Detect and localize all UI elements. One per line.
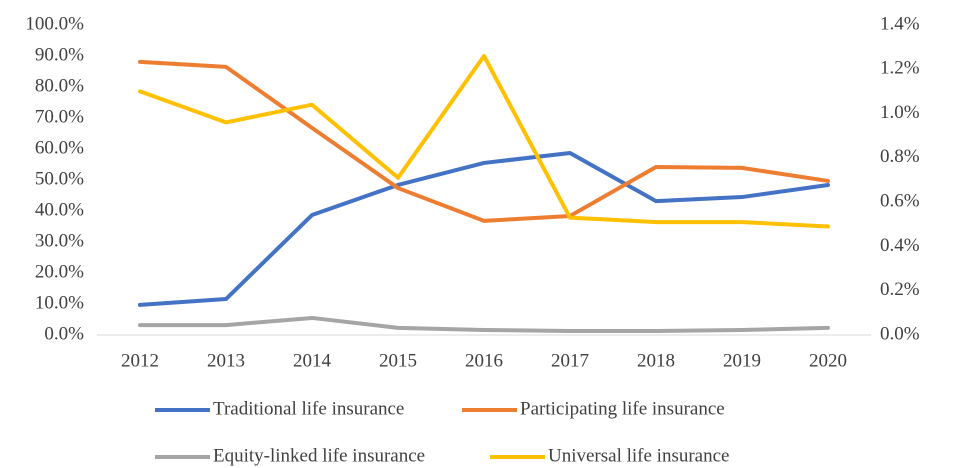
y-tick-label: 10.0% bbox=[35, 292, 84, 313]
legend-label: Equity-linked life insurance bbox=[213, 445, 425, 466]
series-line bbox=[138, 54, 830, 229]
legend-label: Traditional life insurance bbox=[213, 398, 404, 419]
y-tick-label: 20.0% bbox=[35, 261, 84, 282]
y2-tick-label: 0.4% bbox=[880, 235, 920, 256]
series-line bbox=[138, 151, 830, 307]
x-tick-label: 2013 bbox=[207, 350, 245, 371]
x-tick-label: 2016 bbox=[465, 350, 503, 371]
y-tick-label: 30.0% bbox=[35, 230, 84, 251]
y-tick-label: 100.0% bbox=[25, 13, 84, 34]
series-line bbox=[138, 315, 830, 333]
y-tick-label: 80.0% bbox=[35, 75, 84, 96]
legend-label: Participating life insurance bbox=[520, 398, 725, 419]
y2-tick-label: 1.4% bbox=[880, 13, 920, 34]
y2-tick-label: 0.0% bbox=[880, 323, 920, 344]
legend-label: Universal life insurance bbox=[548, 445, 729, 466]
y-tick-label: 60.0% bbox=[35, 137, 84, 158]
y-tick-label: 0.0% bbox=[44, 323, 84, 344]
y-tick-label: 90.0% bbox=[35, 44, 84, 65]
y2-tick-label: 1.0% bbox=[880, 102, 920, 123]
y-tick-label: 50.0% bbox=[35, 168, 84, 189]
y2-tick-label: 0.8% bbox=[880, 146, 920, 167]
y2-tick-label: 0.2% bbox=[880, 279, 920, 300]
x-tick-label: 2014 bbox=[293, 350, 332, 371]
x-tick-label: 2012 bbox=[121, 350, 159, 371]
x-tick-label: 2018 bbox=[637, 350, 675, 371]
y-tick-label: 40.0% bbox=[35, 199, 84, 220]
y2-tick-label: 0.6% bbox=[880, 191, 920, 212]
x-tick-label: 2015 bbox=[379, 350, 417, 371]
y-tick-label: 70.0% bbox=[35, 106, 84, 127]
series-line bbox=[138, 59, 830, 223]
x-tick-label: 2020 bbox=[809, 350, 847, 371]
x-tick-label: 2019 bbox=[723, 350, 761, 371]
x-tick-label: 2017 bbox=[551, 350, 589, 371]
y2-tick-label: 1.2% bbox=[880, 58, 920, 79]
